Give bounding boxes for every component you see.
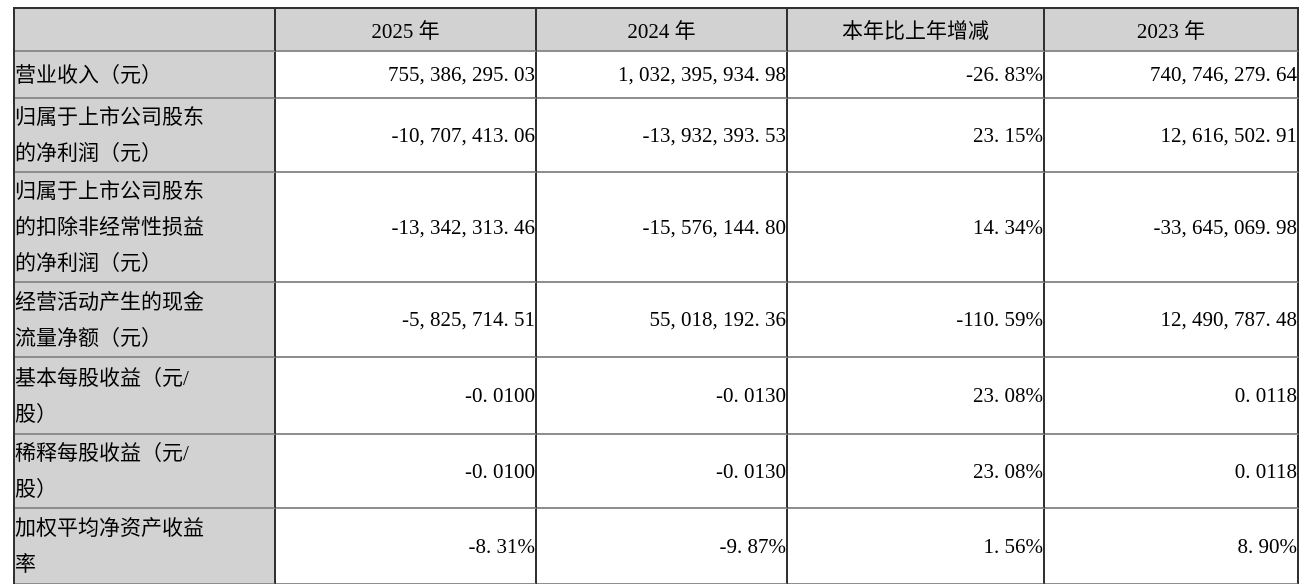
row-label: 稀释每股收益（元/ 股）: [15, 435, 276, 509]
table-row-net-profit-excl-nonrecurring: 归属于上市公司股东 的扣除非经常性损益 的净利润（元） -13, 342, 31…: [15, 173, 1299, 283]
column-header-2024: 2024 年: [537, 9, 788, 52]
value-2025: -5, 825, 714. 51: [276, 283, 537, 358]
column-header-2023: 2023 年: [1045, 9, 1299, 52]
value-yoy: -26. 83%: [788, 52, 1045, 99]
header-row: 2025 年 2024 年 本年比上年增减 2023 年: [15, 9, 1299, 52]
value-2023: -33, 645, 069. 98: [1045, 173, 1299, 283]
row-label: 经营活动产生的现金 流量净额（元）: [15, 283, 276, 358]
value-yoy: 1. 56%: [788, 509, 1045, 584]
value-2023: 0. 0118: [1045, 435, 1299, 509]
row-label: 归属于上市公司股东 的扣除非经常性损益 的净利润（元）: [15, 173, 276, 283]
table-row-operating-revenue: 营业收入（元） 755, 386, 295. 03 1, 032, 395, 9…: [15, 52, 1299, 99]
value-2025: -0. 0100: [276, 435, 537, 509]
value-2024: 1, 032, 395, 934. 98: [537, 52, 788, 99]
row-label: 加权平均净资产收益 率: [15, 509, 276, 584]
value-2025: -13, 342, 313. 46: [276, 173, 537, 283]
table-row-basic-eps: 基本每股收益（元/ 股） -0. 0100 -0. 0130 23. 08% 0…: [15, 358, 1299, 435]
value-2024: -0. 0130: [537, 358, 788, 435]
value-2024: -13, 932, 393. 53: [537, 99, 788, 173]
table-row-diluted-eps: 稀释每股收益（元/ 股） -0. 0100 -0. 0130 23. 08% 0…: [15, 435, 1299, 509]
value-yoy: 23. 08%: [788, 435, 1045, 509]
table-row-net-profit-attributable: 归属于上市公司股东 的净利润（元） -10, 707, 413. 06 -13,…: [15, 99, 1299, 173]
column-header-yoy-change: 本年比上年增减: [788, 9, 1045, 52]
value-yoy: 23. 08%: [788, 358, 1045, 435]
table-row-operating-cash-flow: 经营活动产生的现金 流量净额（元） -5, 825, 714. 51 55, 0…: [15, 283, 1299, 358]
value-2024: -15, 576, 144. 80: [537, 173, 788, 283]
value-2025: -8. 31%: [276, 509, 537, 584]
corner-cell: [15, 9, 276, 52]
value-2023: 0. 0118: [1045, 358, 1299, 435]
table-row-weighted-avg-roe: 加权平均净资产收益 率 -8. 31% -9. 87% 1. 56% 8. 90…: [15, 509, 1299, 584]
column-header-2025: 2025 年: [276, 9, 537, 52]
value-2023: 12, 490, 787. 48: [1045, 283, 1299, 358]
financial-summary-table: 2025 年 2024 年 本年比上年增减 2023 年 营业收入（元） 755…: [13, 7, 1299, 584]
value-2023: 740, 746, 279. 64: [1045, 52, 1299, 99]
value-yoy: 14. 34%: [788, 173, 1045, 283]
value-2025: -0. 0100: [276, 358, 537, 435]
value-2024: 55, 018, 192. 36: [537, 283, 788, 358]
row-label: 基本每股收益（元/ 股）: [15, 358, 276, 435]
value-2024: -9. 87%: [537, 509, 788, 584]
row-label: 营业收入（元）: [15, 52, 276, 99]
value-2023: 12, 616, 502. 91: [1045, 99, 1299, 173]
value-yoy: 23. 15%: [788, 99, 1045, 173]
value-2024: -0. 0130: [537, 435, 788, 509]
row-label: 归属于上市公司股东 的净利润（元）: [15, 99, 276, 173]
value-2025: -10, 707, 413. 06: [276, 99, 537, 173]
value-2023: 8. 90%: [1045, 509, 1299, 584]
value-2025: 755, 386, 295. 03: [276, 52, 537, 99]
value-yoy: -110. 59%: [788, 283, 1045, 358]
